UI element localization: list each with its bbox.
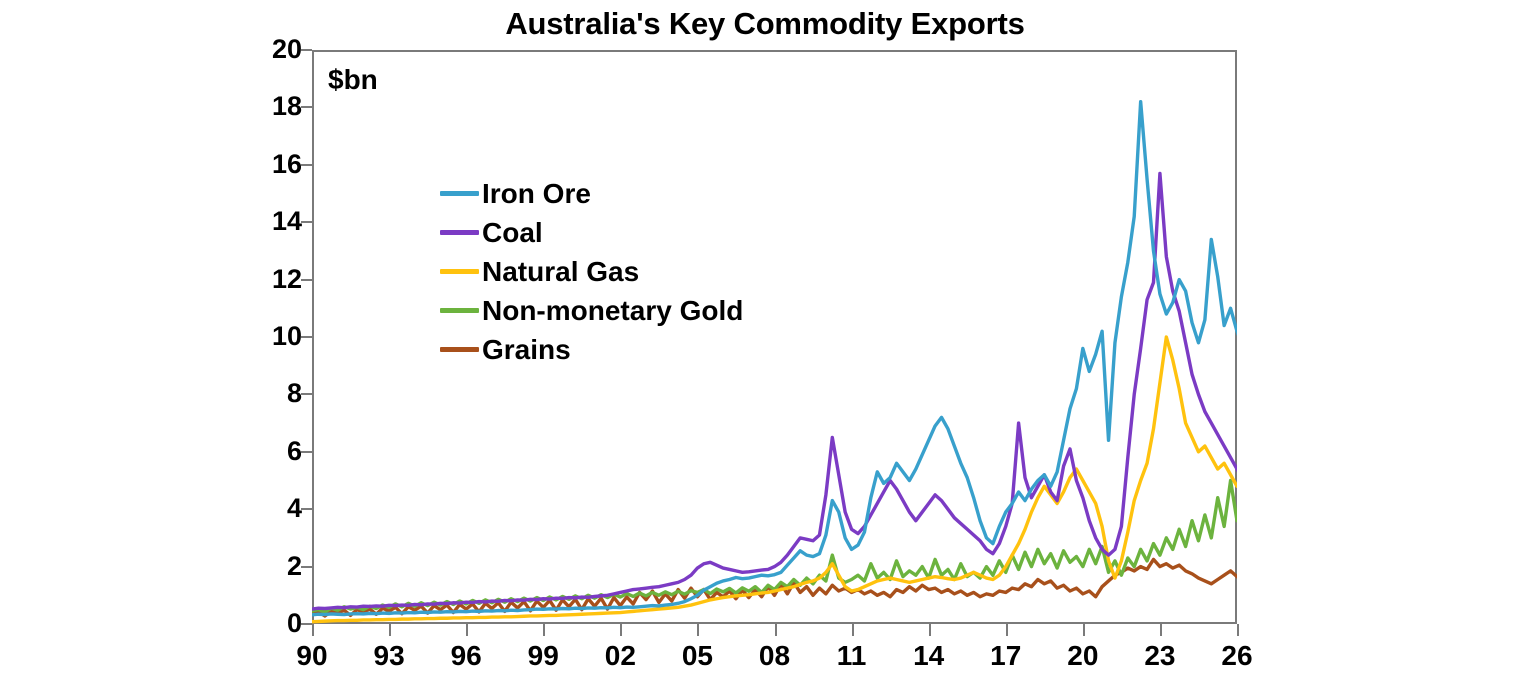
x-tick-label: 26 [1221,640,1253,671]
y-tick-mark [301,278,312,281]
x-axis-labels: 90 93 96 99 02 05 08 11 14 17 20 23 26 [296,640,1252,676]
y-tick-mark [301,163,312,166]
legend-item[interactable]: Grains [440,330,743,369]
x-tick-label: 20 [1067,640,1099,671]
y-tick-label: 0 [286,608,302,638]
x-tick-mark [1237,624,1239,636]
series-lines [312,99,1237,624]
x-tick-label: 96 [450,640,482,671]
legend-color-swatch [440,308,479,313]
x-axis-ticks [312,624,1242,638]
y-tick-mark [301,49,312,51]
legend-color-swatch [440,347,479,352]
legend-label: Non-monetary Gold [482,294,744,326]
series-line [312,99,1237,617]
y-tick-label: 18 [271,91,302,122]
legend-label: Grains [482,333,571,365]
y-tick-mark [301,450,312,453]
legend-label: Natural Gas [482,255,640,287]
plot-area: $bn Iron Ore Coal Natural Gas Non-monetary … [312,50,1237,624]
x-tick-mark [1005,624,1008,636]
x-tick-mark [1159,624,1162,636]
y-tick-mark [301,623,312,625]
x-tick-mark [620,624,623,636]
legend-color-swatch [440,269,479,274]
x-tick-label: 02 [604,640,636,671]
y-tick-label: 16 [271,148,302,179]
y-tick-label: 12 [271,263,302,294]
legend-label: Coal [482,216,543,248]
y-tick-label: 10 [271,321,302,351]
x-tick-label: 17 [990,640,1022,671]
legend-color-swatch [440,230,479,235]
x-tick-label: 08 [758,640,791,671]
y-tick-label: 2 [286,550,302,581]
x-tick-mark [1082,624,1085,636]
x-tick-label: 05 [681,640,713,671]
legend-item[interactable]: Coal [440,213,743,252]
legend-item[interactable]: Natural Gas [440,252,743,291]
x-tick-label: 90 [296,640,328,671]
x-tick-label: 99 [527,640,559,671]
y-tick-label: 8 [286,378,302,409]
x-tick-mark [543,624,546,636]
y-tick-mark [301,106,312,109]
x-tick-label: 14 [913,640,945,671]
plot-frame [312,50,1237,624]
x-tick-label: 23 [1144,640,1176,671]
legend-item[interactable]: Non-monetary Gold [440,291,743,330]
x-tick-mark [466,624,469,636]
x-tick-mark [389,624,392,636]
legend-label: Iron Ore [482,177,591,209]
y-tick-mark [301,336,312,338]
x-tick-mark [312,624,314,636]
y-axis-labels: 0 2 4 6 8 10 12 14 16 18 20 [246,0,302,680]
legend-color-swatch [440,191,479,196]
series-line [312,171,1237,611]
legend-item[interactable]: Iron Ore [440,174,743,213]
x-tick-mark [928,624,931,636]
x-tick-label: 93 [373,640,405,671]
x-tick-mark [774,624,777,636]
chart-title: Australia's Key Commodity Exports [505,6,1025,41]
chart-legend: Iron Ore Coal Natural Gas Non-monetary Gold… [440,174,743,369]
y-axis-ticks [301,0,313,680]
series-line [312,335,1237,624]
y-tick-label: 14 [271,206,302,237]
units-label: $bn [328,64,378,95]
y-tick-mark [301,221,312,224]
y-tick-mark [301,393,312,396]
x-tick-mark [851,624,854,636]
y-tick-mark [301,565,312,568]
y-tick-label: 4 [286,493,302,524]
y-tick-label: 20 [271,34,302,64]
y-tick-mark [301,508,312,511]
x-tick-mark [697,624,700,636]
y-tick-label: 6 [286,435,302,466]
x-tick-label: 11 [836,640,867,671]
